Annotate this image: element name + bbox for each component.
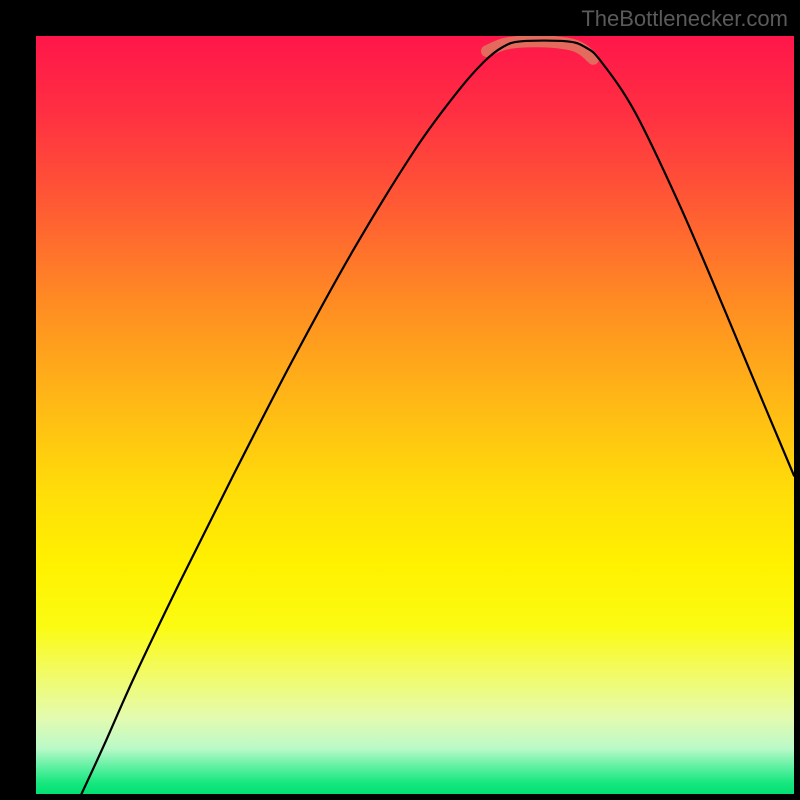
watermark-text: TheBottlenecker.com <box>581 6 788 32</box>
chart-curve-layer <box>36 36 794 794</box>
chart-plot-area <box>36 36 794 794</box>
bottleneck-curve <box>81 41 794 794</box>
